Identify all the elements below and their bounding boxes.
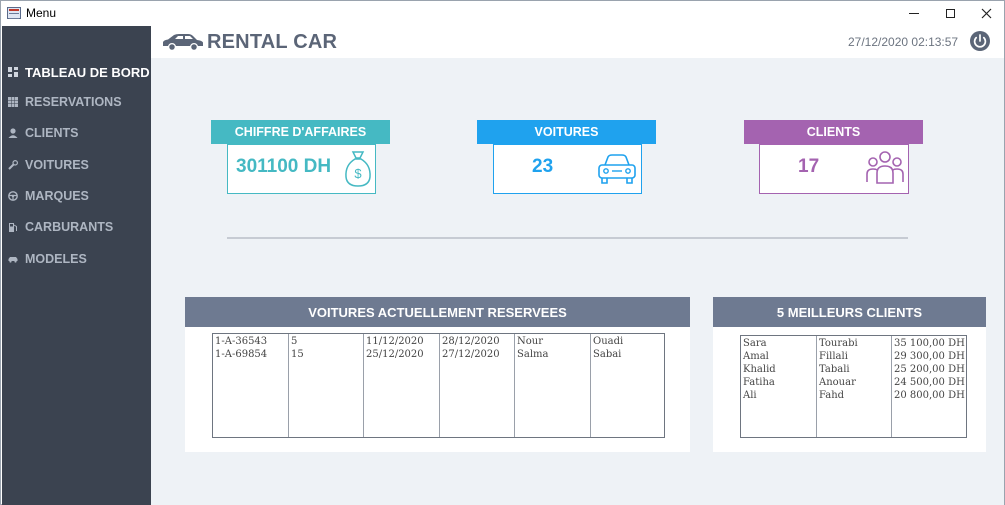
table-cell: 25/12/2020	[366, 349, 424, 360]
car-icon	[8, 257, 18, 263]
revenue-card: CHIFFRE D'AFFAIRES 301100 DH $	[211, 120, 391, 196]
table-cell: 29 300,00 DH	[894, 351, 965, 362]
revenue-value: 301100 DH	[236, 156, 332, 177]
table-cell: 5	[291, 336, 298, 347]
maximize-button[interactable]	[932, 1, 968, 26]
app-menu-icon	[7, 7, 21, 19]
sidebar-item-modeles[interactable]: MODELES	[2, 248, 151, 270]
table-cell: Fatiha	[743, 377, 775, 388]
cars-card-body: 23	[493, 144, 642, 194]
table-cell: Fillali	[819, 351, 848, 362]
sidebar-item-label: CLIENTS	[25, 126, 79, 140]
wrench-icon	[8, 160, 18, 170]
table-cell: Sara	[743, 338, 767, 349]
table-cell: Ouadi	[593, 336, 624, 347]
top-clients-title: 5 MEILLEURS CLIENTS	[713, 297, 986, 327]
car-front-icon	[598, 154, 636, 184]
minimize-button[interactable]	[896, 1, 932, 26]
table-cell: 20 800,00 DH	[894, 390, 965, 401]
table-cell: 15	[291, 349, 304, 360]
sidebar-item-label: MARQUES	[25, 189, 89, 203]
maximize-icon	[945, 9, 955, 18]
sidebar-item-reservations[interactable]: RESERVATIONS	[2, 91, 151, 113]
clients-card-body: 17	[759, 144, 909, 194]
table-cell: Amal	[743, 351, 769, 362]
table-cell: Salma	[517, 349, 549, 360]
cars-card-title: VOITURES	[477, 120, 656, 144]
sidebar: TABLEAU DE BORD RESERVATIONS CLIENTS VOI…	[2, 26, 151, 505]
table-cell: Ali	[743, 390, 757, 401]
header: RENTAL CAR 27/12/2020 02:13:57	[151, 26, 1004, 58]
power-icon[interactable]	[969, 30, 991, 52]
clients-value: 17	[798, 156, 820, 177]
reserved-cars-table[interactable]: 1-A-36543 1-A-69854 5 15 11/12/2020 25/1…	[212, 333, 665, 438]
top-clients-table[interactable]: Sara Amal Khalid Fatiha Ali Tourabi Fill…	[740, 335, 967, 438]
top-clients-panel: 5 MEILLEURS CLIENTS Sara Amal Khalid Fat…	[713, 297, 986, 452]
revenue-card-title: CHIFFRE D'AFFAIRES	[211, 120, 390, 144]
minimize-icon	[909, 13, 919, 14]
sidebar-item-label: MODELES	[25, 252, 87, 266]
cars-card: VOITURES 23	[477, 120, 657, 196]
revenue-card-body: 301100 DH $	[227, 144, 376, 194]
sidebar-item-clients[interactable]: CLIENTS	[2, 122, 151, 144]
table-cell: 11/12/2020	[366, 336, 424, 347]
main-content: RENTAL CAR 27/12/2020 02:13:57 CHIFFRE D…	[151, 26, 1004, 505]
reserved-cars-panel: VOITURES ACTUELLEMENT RESERVEES 1-A-3654…	[185, 297, 690, 452]
sidebar-item-label: RESERVATIONS	[25, 95, 122, 109]
table-column: 1-A-36543 1-A-69854	[213, 334, 289, 437]
table-column: 35 100,00 DH 29 300,00 DH 25 200,00 DH 2…	[892, 336, 966, 437]
cars-value: 23	[532, 156, 554, 177]
app-logo-text: RENTAL CAR	[207, 31, 338, 53]
close-icon	[981, 8, 991, 19]
table-column: 28/12/2020 27/12/2020	[440, 334, 515, 437]
table-cell: Anouar	[819, 377, 856, 388]
sidebar-item-voitures[interactable]: VOITURES	[2, 154, 151, 176]
sidebar-item-carburants[interactable]: CARBURANTS	[2, 216, 151, 238]
table-cell: Nour	[517, 336, 543, 347]
users-icon	[866, 151, 904, 184]
table-cell: 1-A-36543	[215, 336, 268, 347]
table-cell: Tourabi	[819, 338, 858, 349]
steering-wheel-icon	[8, 191, 18, 201]
close-button[interactable]	[968, 1, 1004, 26]
table-cell: 24 500,00 DH	[894, 377, 965, 388]
reserved-cars-title: VOITURES ACTUELLEMENT RESERVEES	[185, 297, 690, 327]
grid-icon	[8, 97, 18, 107]
table-cell: 27/12/2020	[442, 349, 500, 360]
user-icon	[8, 128, 18, 138]
table-cell: 35 100,00 DH	[894, 338, 965, 349]
car-logo-icon	[163, 34, 203, 52]
table-cell: Sabai	[593, 349, 622, 360]
section-divider	[227, 237, 908, 239]
table-column: Ouadi Sabai	[591, 334, 664, 437]
sidebar-item-label: VOITURES	[25, 158, 89, 172]
clients-card-title: CLIENTS	[744, 120, 923, 144]
table-cell: 25 200,00 DH	[894, 364, 965, 375]
current-datetime: 27/12/2020 02:13:57	[848, 35, 959, 49]
sidebar-item-marques[interactable]: MARQUES	[2, 185, 151, 207]
clients-card: CLIENTS 17	[744, 120, 924, 196]
money-bag-icon: $	[345, 151, 371, 187]
fuel-pump-icon	[9, 223, 17, 232]
dashboard-icon	[8, 67, 18, 77]
table-cell: 28/12/2020	[442, 336, 500, 347]
table-cell: Tabali	[819, 364, 850, 375]
table-cell: 1-A-69854	[215, 349, 268, 360]
table-column: 5 15	[289, 334, 364, 437]
title-bar: Menu	[1, 1, 1004, 26]
table-cell: Fahd	[819, 390, 845, 401]
table-column: Sara Amal Khalid Fatiha Ali	[741, 336, 817, 437]
table-column: Tourabi Fillali Tabali Anouar Fahd	[817, 336, 892, 437]
svg-text:$: $	[354, 166, 362, 181]
sidebar-item-label: CARBURANTS	[25, 220, 114, 234]
sidebar-item-label: TABLEAU DE BORD	[25, 64, 150, 80]
table-column: Nour Salma	[515, 334, 591, 437]
table-column: 11/12/2020 25/12/2020	[364, 334, 440, 437]
sidebar-item-dashboard[interactable]: TABLEAU DE BORD	[2, 61, 151, 83]
window-title: Menu	[26, 6, 57, 20]
table-cell: Khalid	[743, 364, 776, 375]
